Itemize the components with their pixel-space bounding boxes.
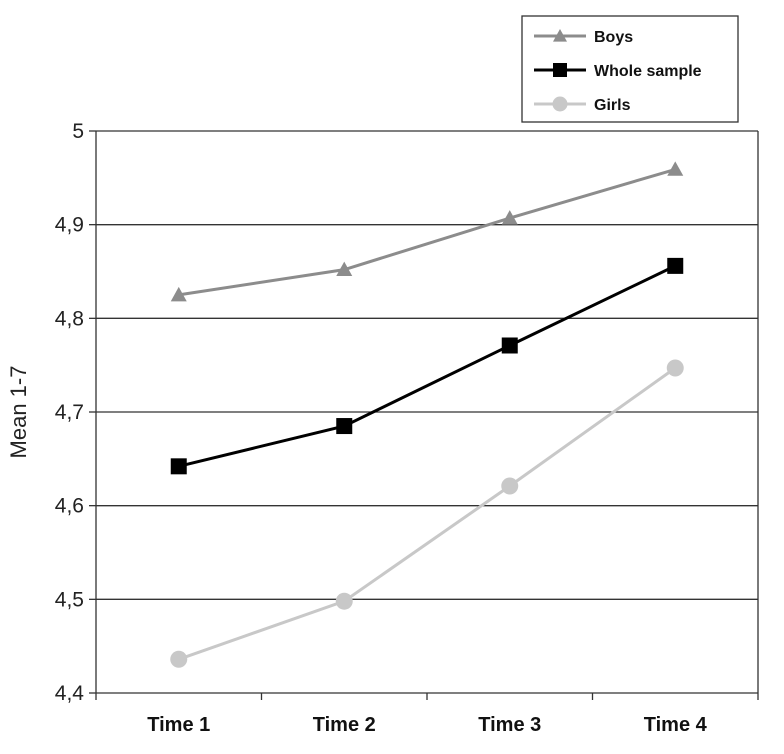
legend-label: Boys [594,29,633,46]
data-point [170,286,187,302]
series-boys [170,161,684,302]
legend-label: Whole sample [594,63,702,80]
data-point [336,261,353,277]
tick-labels: 4,4 4,5 4,6 4,7 4,8 4,9 5 Time 1 Time 2 Time 3 Tim… [55,120,708,736]
legend-swatch-marker [553,63,567,77]
data-point [336,418,353,435]
axes [89,130,759,700]
legend-swatch-marker [553,29,567,42]
y-tick-label: 4,9 [55,214,84,237]
data-point [501,477,519,495]
legend-item: Girls [534,96,631,114]
series-line [178,366,677,661]
series-group [170,161,684,668]
legend-label: Girls [594,97,631,114]
data-point [170,458,187,475]
series-girls [170,359,684,668]
series-line [178,167,676,297]
y-axis-label: Mean 1-7 [6,366,31,459]
y-tick-label: 4,4 [55,682,85,705]
gridlines [96,130,758,600]
x-tick-label: Time 3 [478,714,541,736]
data-point [667,161,684,176]
x-tick-label: Time 4 [644,714,708,736]
data-point [501,210,518,225]
data-point [170,650,188,668]
legend-item: Boys [534,29,633,46]
legend-swatch-marker [552,96,568,112]
legend: Boys Whole sample Girls [521,15,739,123]
series-whole-sample [170,257,684,475]
data-point [335,592,353,610]
y-tick-label: 4,6 [55,495,84,518]
y-tick-label: 4,5 [55,588,84,611]
data-point [666,359,684,377]
y-tick-label: 4,8 [55,307,84,330]
y-tick-label: 5 [72,120,84,143]
data-point [667,257,684,274]
data-point [501,337,518,354]
x-tick-label: Time 2 [313,714,376,736]
x-tick-label: Time 1 [147,714,210,736]
series-line [178,264,676,468]
y-tick-label: 4,7 [55,401,84,424]
legend-item: Whole sample [534,63,702,80]
